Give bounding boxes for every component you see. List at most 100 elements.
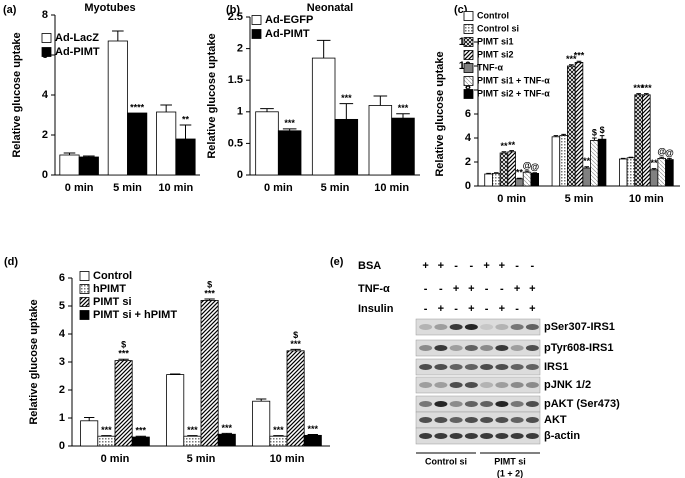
blot-band: [525, 345, 539, 351]
significance-mark: ****: [130, 102, 145, 112]
treatment-sign: +: [453, 283, 459, 295]
legend-label: PIMT si2: [477, 49, 514, 59]
bar: [286, 350, 305, 447]
blot-band: [449, 401, 463, 407]
legend-label: Ad-PIMT: [55, 46, 100, 58]
error-bar: [561, 133, 566, 136]
bar: [515, 178, 524, 187]
x-tick-label: 0 min: [497, 193, 526, 205]
error-bar: [584, 166, 590, 168]
error-bar: [667, 157, 672, 160]
treatment-sign: -: [454, 260, 458, 272]
blot-band: [480, 364, 494, 370]
error-bar: [282, 128, 297, 131]
significance-mark: $: [592, 127, 597, 137]
blot-band: [449, 364, 463, 370]
bar: [567, 65, 576, 187]
legend-label: PIMT si + hPIMT: [93, 309, 177, 321]
blot-band: [495, 401, 509, 407]
significance-mark: ***: [398, 103, 409, 113]
bar: [522, 171, 532, 187]
error-bar: [84, 416, 95, 421]
significance-mark: ***: [101, 425, 112, 435]
error-bar: [83, 155, 95, 157]
blot-band: [434, 433, 448, 439]
legend-swatch: [251, 29, 262, 39]
legend-label: Control si: [477, 23, 519, 33]
error-bar: [509, 150, 514, 152]
band-label: pAKT (Ser473): [544, 398, 620, 410]
band-label: β-actin: [544, 430, 580, 442]
blot-band: [525, 324, 539, 330]
error-bar: [63, 152, 76, 155]
group-label: Control si: [425, 456, 467, 466]
blot-band: [510, 364, 524, 370]
error-bar: [221, 432, 232, 435]
panel-label: (b): [226, 4, 240, 16]
significance-mark: ***: [566, 54, 577, 64]
x-tick-label: 5 min: [565, 193, 594, 205]
treatment-sign: -: [470, 260, 474, 272]
significance-mark: ***: [290, 339, 301, 349]
bar: [626, 157, 636, 187]
y-tick-label: 5: [59, 300, 65, 312]
error-bar: [101, 435, 112, 437]
legend-label: Control: [477, 10, 509, 20]
error-bar: [636, 93, 641, 95]
error-bar: [290, 348, 301, 351]
significance-mark: **: [500, 141, 508, 151]
error-bar: [576, 60, 582, 63]
bar: [507, 151, 516, 187]
significance-mark: ***: [574, 51, 585, 61]
blot-band: [419, 401, 433, 407]
bar: [649, 169, 659, 187]
x-tick-label: 0 min: [264, 182, 293, 194]
error-bar: [179, 124, 192, 139]
group-label: (1 + 2): [497, 468, 523, 478]
legend-swatch: [463, 76, 474, 86]
significance-mark: @: [530, 162, 539, 172]
bar: [597, 138, 607, 187]
bar: [619, 158, 628, 187]
blot-band: [419, 417, 433, 423]
blot-strip: [415, 318, 541, 336]
legend-swatch: [463, 11, 474, 21]
blot-band: [449, 324, 463, 330]
legend-label: TNF-α: [477, 62, 503, 72]
bar: [114, 360, 133, 447]
blot-band: [510, 401, 524, 407]
blot-band: [480, 382, 494, 388]
legend-label: Ad-EGFP: [265, 14, 313, 26]
significance-mark: @: [523, 160, 532, 170]
bar: [334, 118, 359, 176]
legend-label: PIMT si2 + TNF-α: [477, 88, 550, 98]
bar: [642, 94, 651, 187]
significance-mark: ***: [222, 423, 233, 433]
blot-band: [480, 401, 494, 407]
x-tick-label: 10 min: [629, 193, 664, 205]
significance-mark: **: [651, 158, 659, 168]
legend-label: PIMT si1: [477, 36, 514, 46]
blot-band: [480, 433, 494, 439]
treatment-sign: +: [514, 283, 520, 295]
blot-band: [434, 324, 448, 330]
significance-mark: ***: [641, 83, 652, 93]
significance-mark: **: [583, 156, 591, 166]
bar: [127, 112, 148, 176]
blot-band: [434, 382, 448, 388]
treatment-sign: +: [499, 303, 505, 315]
significance-mark: ***: [118, 349, 129, 359]
x-tick-label: 0 min: [65, 182, 94, 194]
y-axis-label: Relative glucose uptake: [28, 299, 40, 424]
error-bar: [486, 172, 491, 174]
y-tick-label: 0.5: [228, 137, 243, 149]
error-bar: [592, 137, 597, 141]
treatment-label: BSA: [358, 260, 381, 272]
band-label: IRS1: [544, 361, 568, 373]
legend-swatch: [251, 15, 262, 25]
error-bar: [273, 435, 284, 437]
significance-mark: $: [600, 125, 605, 135]
y-tick-label: 0: [59, 440, 65, 452]
legend-swatch: [41, 33, 52, 43]
y-axis-label: Relative glucose uptake: [206, 33, 218, 158]
